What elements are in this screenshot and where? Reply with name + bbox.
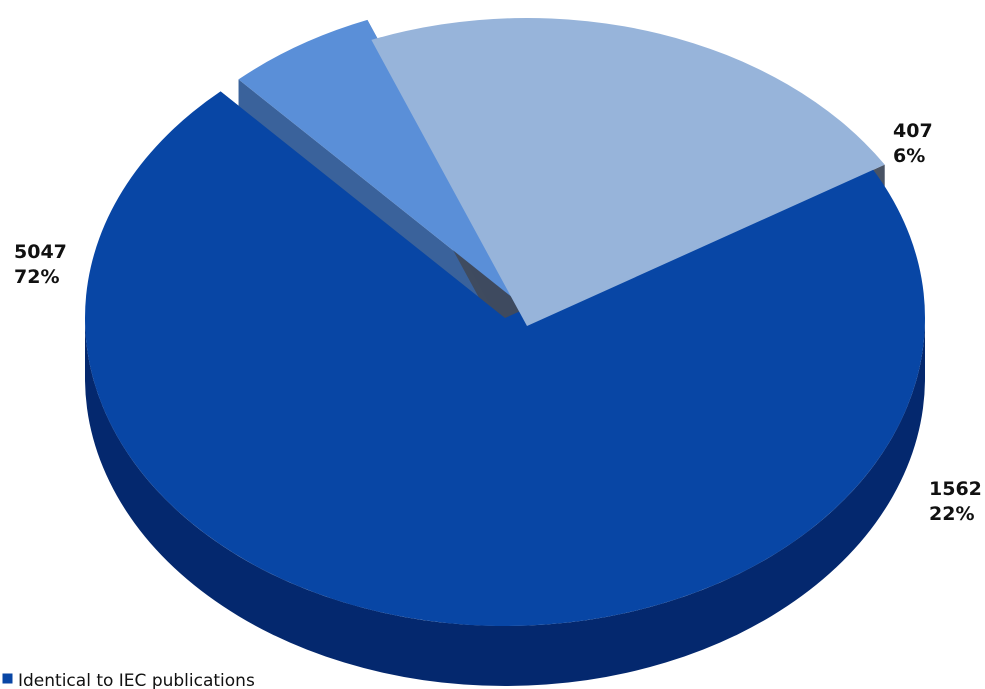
data-labels: 5047 72% 407 6% 1562 22% xyxy=(14,120,982,525)
data-label-percent: 6% xyxy=(893,145,925,167)
pie-slice-wall xyxy=(85,318,925,686)
pie-slice xyxy=(238,19,523,307)
legend: Identical to IEC publications xyxy=(1,671,255,689)
pie-tops xyxy=(85,17,926,626)
legend-swatch xyxy=(1,672,14,685)
data-label-percent: 22% xyxy=(929,503,974,525)
pie-slice xyxy=(371,17,885,326)
data-label-value: 1562 xyxy=(929,478,982,500)
data-label-percent: 72% xyxy=(14,266,59,288)
data-label-value: 5047 xyxy=(14,241,67,263)
data-label-value: 407 xyxy=(893,120,933,142)
legend-label: Identical to IEC publications xyxy=(18,671,255,689)
